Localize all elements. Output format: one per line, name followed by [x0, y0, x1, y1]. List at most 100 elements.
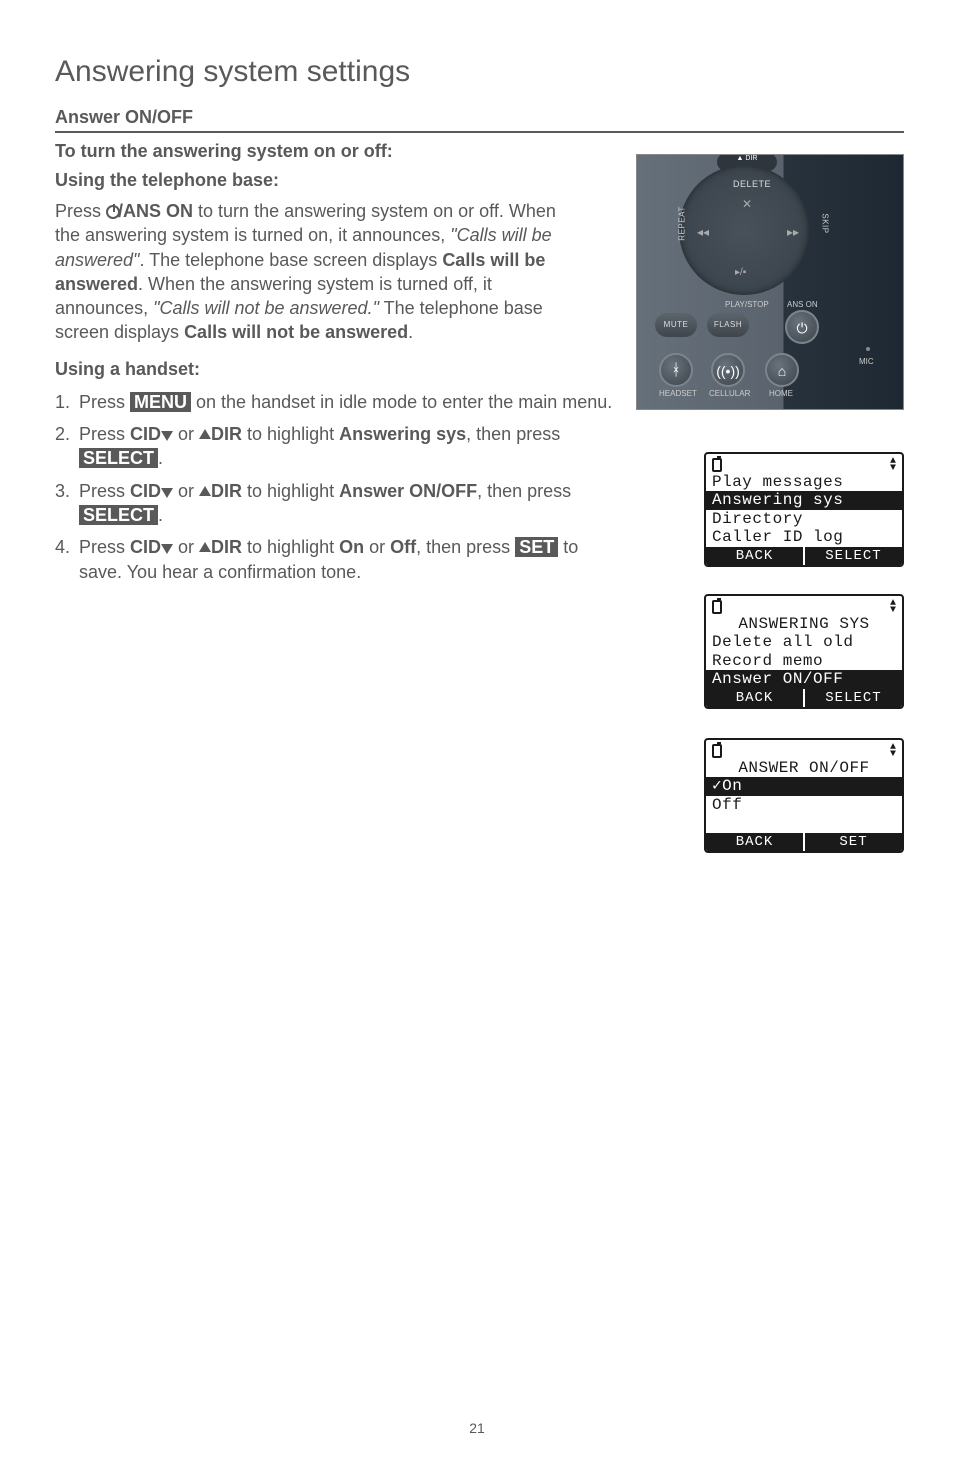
mic-dot [866, 347, 870, 351]
mic-label: MIC [859, 357, 874, 366]
home-label: HOME [769, 389, 793, 398]
select-key: SELECT [79, 505, 158, 525]
text: Press [55, 201, 106, 221]
up-triangle-icon [199, 486, 211, 496]
select-key: SELECT [79, 448, 158, 468]
flash-button: FLASH [707, 313, 749, 337]
up-triangle-icon [199, 542, 211, 552]
on-label: On [339, 537, 364, 557]
updown-icon: ▲▼ [890, 458, 896, 472]
lcd-softkey-back: BACK [706, 833, 805, 851]
updown-icon: ▲▼ [890, 744, 896, 758]
delete-label: DELETE [733, 179, 771, 189]
up-triangle-icon [199, 429, 211, 439]
lcd-row: Delete all old [706, 633, 902, 651]
page-number: 21 [0, 1420, 954, 1436]
headset-label: HEADSET [659, 389, 697, 398]
lcd-softkey-select: SELECT [805, 689, 902, 707]
step-4: Press CID or DIR to highlight On or Off,… [55, 535, 615, 584]
lcd-row: Directory [706, 510, 902, 528]
repeat-label: REPEAT [678, 206, 687, 240]
text: or [364, 537, 390, 557]
phone-base-photo: ▲ DIR DELETE ✕ ◂◂ ▸▸ ▸/▪ REPEAT SKIP PLA… [636, 154, 904, 410]
lcd-row: Off [706, 796, 902, 814]
skip-label: SKIP [821, 213, 830, 233]
lcd-row-highlighted: ✓On [706, 777, 902, 795]
lcd-row [706, 814, 902, 832]
ans-on-label: /ANS ON [118, 201, 193, 221]
text: to highlight [242, 424, 339, 444]
lcd-title: ANSWER ON/OFF [706, 759, 902, 777]
cellular-label: CELLULAR [709, 389, 750, 398]
down-triangle-icon [161, 431, 173, 441]
lcd-row: Play messages [706, 473, 902, 491]
updown-icon: ▲▼ [890, 600, 896, 614]
menu-key: MENU [130, 392, 191, 412]
quote: "Calls will not be answered." [153, 298, 379, 318]
text: . [408, 322, 413, 342]
down-triangle-icon [161, 544, 173, 554]
text: . The telephone base screen displays [139, 250, 442, 270]
home-button: ⌂ [765, 353, 799, 387]
text: , then press [477, 481, 571, 501]
down-triangle-icon [161, 488, 173, 498]
text: , then press [466, 424, 560, 444]
text: Press [79, 392, 130, 412]
text: Press [79, 424, 130, 444]
dir-key: DIR [211, 424, 242, 444]
bold: Calls will not be answered [184, 322, 408, 342]
mute-button: MUTE [655, 313, 697, 337]
text: to highlight [242, 537, 339, 557]
power-icon [106, 205, 120, 219]
text: . [158, 448, 163, 468]
step-1: Press MENU on the handset in idle mode t… [55, 390, 615, 414]
lcd-row: Caller ID log [706, 528, 902, 546]
lcd-screen-2: ▲▼ ANSWERING SYS Delete all old Record m… [704, 594, 904, 709]
dir-key: DIR [211, 481, 242, 501]
text: Press [79, 481, 130, 501]
text: or [173, 537, 199, 557]
headset-button: ᚼ [659, 353, 693, 387]
page-heading: Answering system settings [55, 55, 904, 89]
lcd-row: Record memo [706, 652, 902, 670]
cid-key: CID [130, 424, 161, 444]
lcd-softkey-back: BACK [706, 547, 805, 565]
playstop-label: PLAY/STOP [725, 300, 769, 309]
step-2: Press CID or DIR to highlight Answering … [55, 422, 615, 471]
text: on the handset in idle mode to enter the… [191, 392, 612, 412]
text: . [158, 505, 163, 525]
lcd-softkey-select: SELECT [805, 547, 902, 565]
text: or [173, 424, 199, 444]
battery-icon [712, 744, 722, 758]
step-3: Press CID or DIR to highlight Answer ON/… [55, 479, 615, 528]
lcd-softkey-set: SET [805, 833, 902, 851]
target: Answer ON/OFF [339, 481, 477, 501]
lcd-row-highlighted: Answering sys [706, 491, 902, 509]
off-label: Off [390, 537, 416, 557]
section-subheading: Answer ON/OFF [55, 107, 904, 133]
text: Press [79, 537, 130, 557]
text: or [173, 481, 199, 501]
lcd-screen-3: ▲▼ ANSWER ON/OFF ✓On Off BACKSET [704, 738, 904, 853]
cid-key: CID [130, 537, 161, 557]
forward-icon: ▸▸ [787, 225, 799, 239]
lcd-row-highlighted: Answer ON/OFF [706, 670, 902, 688]
cid-key: CID [130, 481, 161, 501]
playstop-icon: ▸/▪ [735, 267, 746, 278]
lcd-screen-1: ▲▼ Play messages Answering sys Directory… [704, 452, 904, 567]
dir-key: DIR [211, 537, 242, 557]
ans-button: ⏻ [785, 310, 819, 344]
lcd-title: ANSWERING SYS [706, 615, 902, 633]
cellular-button: ((•)) [711, 353, 745, 387]
battery-icon [712, 458, 722, 472]
rewind-icon: ◂◂ [697, 225, 709, 239]
battery-icon [712, 600, 722, 614]
lcd-softkey-back: BACK [706, 689, 805, 707]
text: to highlight [242, 481, 339, 501]
set-key: SET [515, 537, 558, 557]
main-paragraph: Press /ANS ON to turn the answering syst… [55, 199, 575, 345]
x-icon: ✕ [742, 197, 752, 211]
target: Answering sys [339, 424, 466, 444]
anson-label: ANS ON [787, 300, 818, 309]
text: , then press [416, 537, 515, 557]
